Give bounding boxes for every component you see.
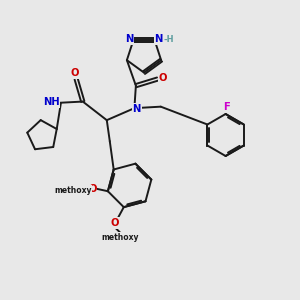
- Text: -H: -H: [164, 34, 174, 43]
- Text: NH: NH: [43, 98, 60, 107]
- Text: F: F: [223, 102, 230, 112]
- Text: O: O: [110, 218, 119, 228]
- Text: N: N: [154, 34, 163, 44]
- Text: N: N: [125, 34, 134, 44]
- Text: N: N: [133, 104, 141, 114]
- Text: O: O: [88, 184, 97, 194]
- Text: O: O: [159, 74, 167, 83]
- Text: methoxy: methoxy: [54, 186, 92, 195]
- Text: O: O: [71, 68, 79, 78]
- Text: methoxy: methoxy: [101, 232, 139, 242]
